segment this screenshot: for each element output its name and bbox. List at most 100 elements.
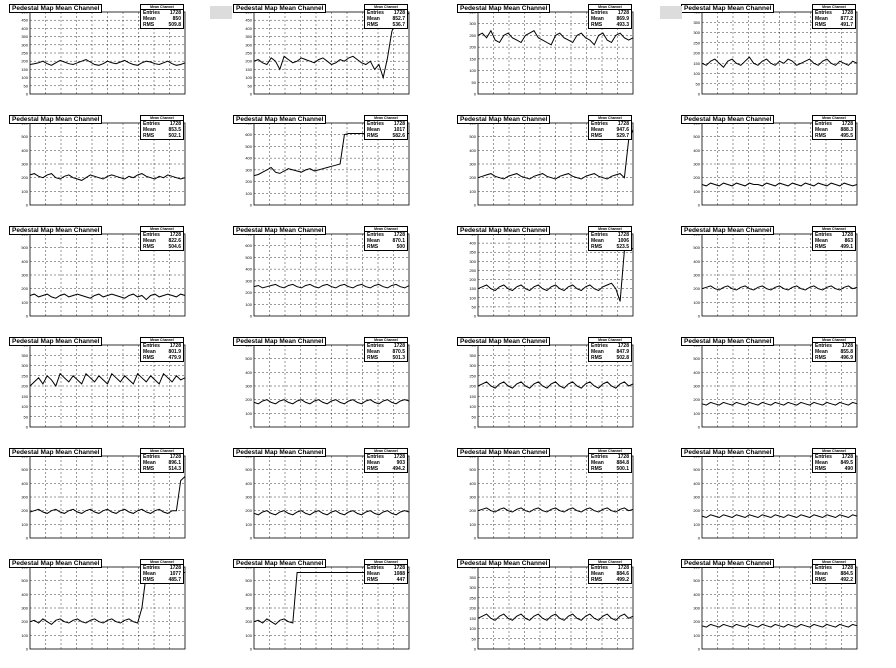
y-tick-label: 300 — [245, 606, 252, 611]
y-tick-label: 0 — [250, 92, 253, 97]
chart-title: Pedestal Map Mean Channel — [681, 226, 775, 235]
y-tick-label: 400 — [469, 241, 476, 246]
stats-row-rms: RMS 501.3 — [365, 355, 407, 361]
y-tick-label: 350 — [469, 575, 476, 580]
stats-row-rms: RMS 509.8 — [141, 22, 183, 28]
y-tick-label: 400 — [693, 592, 700, 597]
stats-value-mean: 896.1 — [168, 460, 181, 466]
stats-row-mean: Mean 863 — [813, 238, 855, 244]
stats-value-rms: 501.3 — [392, 355, 405, 361]
stats-value-rms: 495.5 — [840, 133, 853, 139]
y-tick-label: 250 — [245, 51, 252, 56]
chart-title: Pedestal Map Mean Channel — [233, 559, 327, 568]
y-tick-label: 400 — [693, 148, 700, 153]
y-tick-label: 150 — [469, 56, 476, 61]
stats-row-entries: Entries 1728 — [141, 121, 183, 127]
stats-label-entries: Entries — [815, 10, 832, 16]
y-tick-label: 100 — [245, 191, 252, 196]
stats-value-entries: 1728 — [617, 10, 629, 16]
stats-label-mean: Mean — [815, 238, 828, 244]
stats-header: Mean Channel — [589, 338, 631, 343]
stats-box: Mean Channel Entries 1728 Mean 870.1 RMS 500 — [364, 226, 408, 251]
stats-box: Mean Channel Entries 1728 Mean 852.7 RMS 536.7 — [364, 4, 408, 29]
stats-value-entries: 1728 — [393, 565, 405, 571]
stats-label-rms: RMS — [143, 244, 155, 250]
y-tick-label: 250 — [469, 595, 476, 600]
y-tick-label: 350 — [245, 34, 252, 39]
stats-label-entries: Entries — [367, 121, 384, 127]
stats-label-entries: Entries — [143, 10, 160, 16]
stats-row-rms: RMS 494.2 — [365, 466, 407, 472]
stats-header: Mean Channel — [589, 227, 631, 232]
stats-row-mean: Mean 1006 — [589, 238, 631, 244]
y-tick-label: 200 — [245, 290, 252, 295]
y-tick-label: 350 — [693, 20, 700, 25]
y-tick-label: 400 — [245, 592, 252, 597]
stats-row-mean: Mean 801.9 — [141, 349, 183, 355]
stats-value-mean: 850 — [172, 16, 181, 22]
stats-row-rms: RMS 523.5 — [589, 244, 631, 250]
stats-value-entries: 1728 — [393, 121, 405, 127]
y-tick-label: 400 — [693, 370, 700, 375]
y-tick-label: 450 — [245, 18, 252, 23]
chart-panel: 050100150200250300350400450500Pedestal M… — [224, 0, 448, 111]
y-tick-label: 400 — [693, 259, 700, 264]
stats-value-mean: 947.6 — [616, 127, 629, 133]
stats-row-entries: Entries 1728 — [365, 10, 407, 16]
stats-label-mean: Mean — [143, 460, 156, 466]
y-tick-label: 250 — [21, 51, 28, 56]
y-tick-label: 300 — [469, 21, 476, 26]
stats-header: Mean Channel — [365, 338, 407, 343]
chart-title: Pedestal Map Mean Channel — [681, 559, 775, 568]
stats-row-rms: RMS 502.1 — [141, 133, 183, 139]
stats-box: Mean Channel Entries 1728 Mean 850 RMS 509.8 — [140, 4, 184, 29]
y-tick-label: 0 — [250, 314, 253, 319]
stats-label-rms: RMS — [367, 355, 379, 361]
chart-panel: 0100200300400500600700Pedestal Map Mean … — [224, 111, 448, 222]
y-tick-label: 100 — [21, 75, 28, 80]
chart-title: Pedestal Map Mean Channel — [681, 4, 775, 13]
y-tick-label: 0 — [250, 536, 253, 541]
stats-value-entries: 1728 — [841, 232, 853, 238]
series-line — [29, 372, 186, 388]
stats-value-entries: 1728 — [841, 454, 853, 460]
stats-box: Mean Channel Entries 1728 Mean 870.5 RMS 501.3 — [364, 337, 408, 362]
stats-label-rms: RMS — [815, 577, 827, 583]
y-tick-label: 100 — [469, 295, 476, 300]
y-tick-label: 100 — [245, 411, 252, 416]
stats-label-entries: Entries — [367, 343, 384, 349]
stats-row-rms: RMS 493.3 — [589, 22, 631, 28]
y-tick-label: 400 — [245, 156, 252, 161]
stats-label-mean: Mean — [143, 238, 156, 244]
y-tick-label: 200 — [693, 397, 700, 402]
chart-title: Pedestal Map Mean Channel — [233, 115, 327, 124]
y-tick-label: 100 — [693, 71, 700, 76]
y-tick-label: 200 — [693, 51, 700, 56]
stats-label-rms: RMS — [591, 22, 603, 28]
stats-value-mean: 847.9 — [616, 349, 629, 355]
stats-value-mean: 884.8 — [616, 460, 629, 466]
stats-header: Mean Channel — [141, 5, 183, 10]
chart-title: Pedestal Map Mean Channel — [457, 4, 551, 13]
stats-header: Mean Channel — [813, 227, 855, 232]
stats-row-entries: Entries 1728 — [813, 121, 855, 127]
stats-label-entries: Entries — [591, 10, 608, 16]
y-tick-label: 0 — [698, 425, 701, 430]
stats-row-entries: Entries 1728 — [141, 343, 183, 349]
chart-title: Pedestal Map Mean Channel — [9, 559, 103, 568]
y-tick-label: 100 — [469, 626, 476, 631]
stats-box: Mean Channel Entries 1728 Mean 947.6 RMS 529.7 — [588, 115, 632, 140]
stats-value-mean: 1077 — [169, 571, 181, 577]
y-tick-label: 0 — [26, 647, 29, 652]
stats-label-entries: Entries — [367, 232, 384, 238]
stats-value-entries: 1728 — [393, 232, 405, 238]
y-tick-label: 200 — [469, 384, 476, 389]
chart-panel: 0100200300400500600700Pedestal Map Mean … — [224, 222, 448, 333]
y-tick-label: 100 — [21, 633, 28, 638]
